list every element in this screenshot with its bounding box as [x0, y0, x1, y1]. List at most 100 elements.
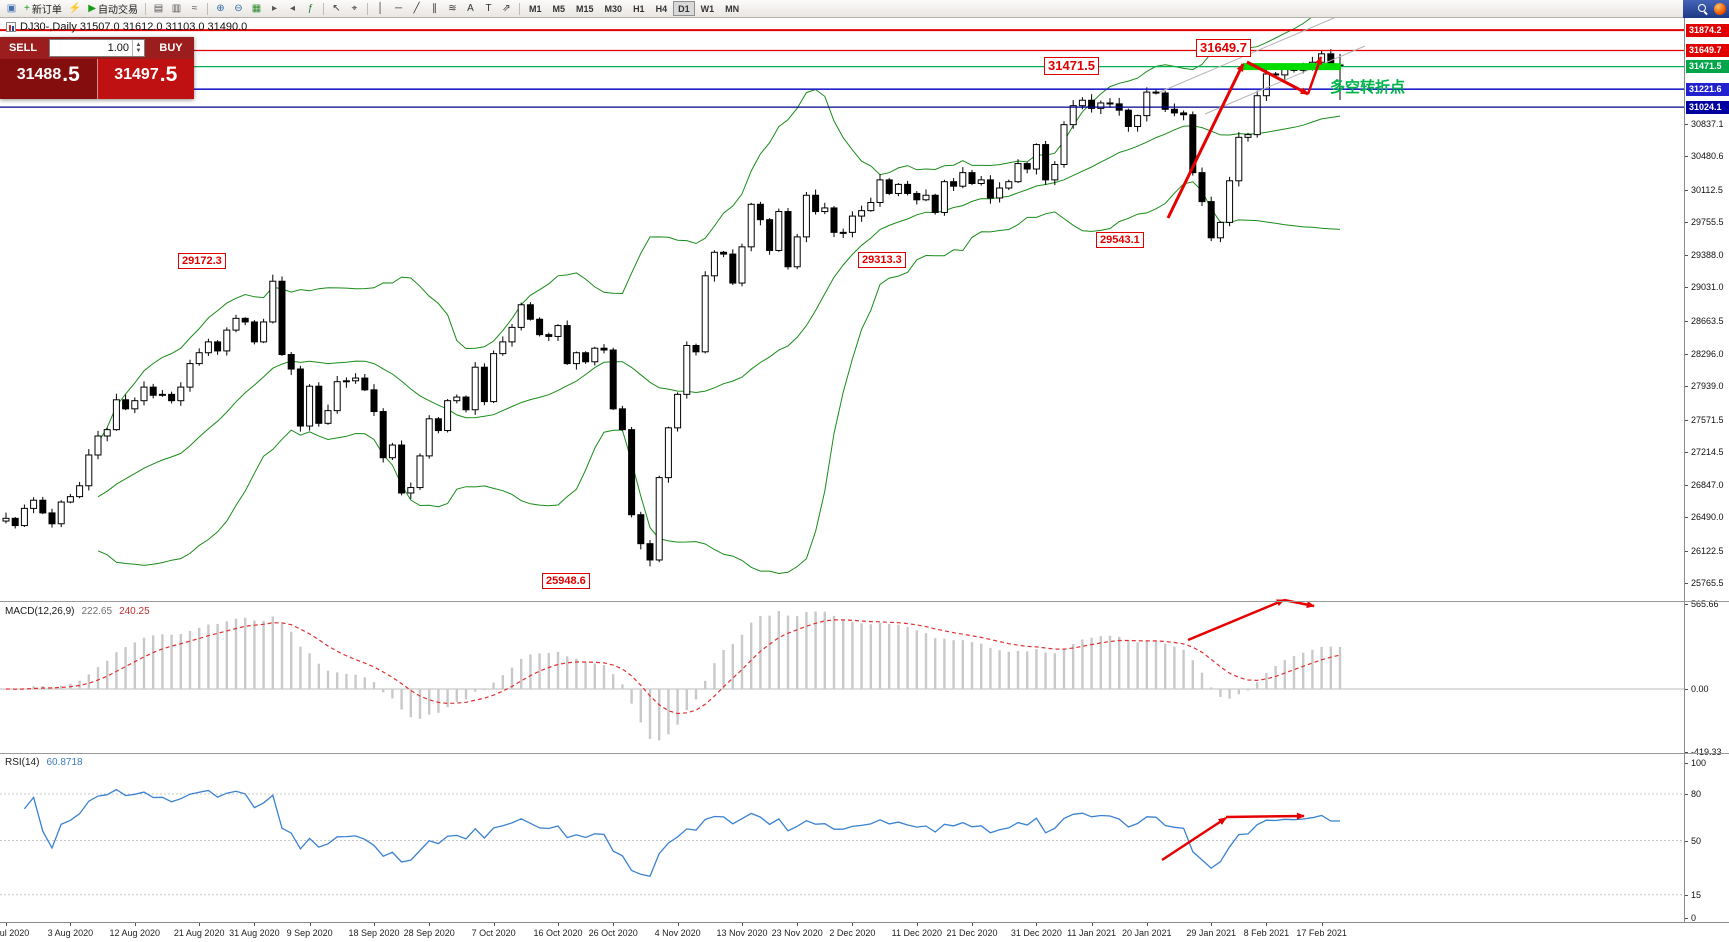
chart-shift-icon[interactable]: ◂ [284, 1, 301, 17]
sell-button[interactable]: SELL [0, 37, 46, 59]
price-annotation-label: 29543.1 [1096, 232, 1144, 249]
bar-chart-icon[interactable]: ▤ [150, 1, 167, 17]
expert-advisors-icon[interactable]: ⚡ [66, 1, 84, 17]
chart-symbol-info: DJ30-,Daily 31507.0 31612.0 31103.0 3149… [6, 21, 247, 33]
timeframe-h1[interactable]: H1 [628, 1, 650, 16]
date-tick-label: 12 Aug 2020 [109, 928, 161, 938]
chart-icon [6, 22, 16, 32]
tile-windows-icon[interactable]: ▦ [248, 1, 265, 17]
axis-tick-mark [1685, 451, 1688, 453]
axis-tick-label: 30480.6 [1691, 151, 1724, 162]
text-icon[interactable]: A [462, 1, 479, 17]
date-tick-mark [309, 923, 311, 926]
text-label-icon[interactable]: T [480, 1, 497, 17]
axis-tick-mark [1685, 583, 1688, 584]
date-tick-label: 17 Feb 2021 [1296, 928, 1347, 938]
toolbar-separator [323, 2, 324, 15]
timeframe-w1[interactable]: W1 [696, 1, 720, 16]
crosshair-icon[interactable]: ⌖ [346, 1, 363, 17]
axis-tick-mark [1685, 255, 1688, 257]
date-tick-label: 26 Oct 2020 [588, 928, 638, 938]
axis-tick-label: 27939.0 [1691, 381, 1724, 392]
buy-price-int: 31497 [114, 66, 159, 83]
lot-spinner[interactable]: ▲ ▼ [132, 40, 144, 56]
axis-tick-label: 15 [1691, 889, 1702, 900]
time-axis[interactable]: 23 Jul 2020 3 Aug 2020 12 Aug 2020 21 Aug 2… [0, 922, 1729, 942]
axis-tick-mark [1685, 320, 1688, 322]
timeframe-h4[interactable]: H4 [651, 1, 673, 16]
cursor-icon: ↖ [332, 2, 341, 14]
horizontal-line-icon[interactable]: ─ [390, 1, 407, 17]
date-tick-mark [1321, 923, 1323, 926]
timeframe-d1[interactable]: D1 [673, 1, 695, 16]
date-tick-label: 9 Sep 2020 [286, 928, 333, 938]
axis-tick-mark [1685, 688, 1688, 690]
equidistant-channel-icon: ∥ [432, 2, 437, 14]
equidistant-channel-icon[interactable]: ∥ [426, 1, 443, 17]
axis-tick-label: 50 [1691, 835, 1702, 846]
timeframe-m5[interactable]: M5 [548, 1, 571, 16]
toolbar-separator [145, 2, 146, 15]
search-icon[interactable] [1697, 3, 1709, 15]
date-tick-label: 31 Dec 2020 [1010, 928, 1062, 938]
date-tick-label: 20 Jan 2021 [1122, 928, 1172, 938]
axis-tick-mark [1685, 604, 1688, 605]
chart-shift-icon: ◂ [289, 2, 296, 14]
trendline-icon[interactable]: ╱ [408, 1, 425, 17]
fibonacci-icon[interactable]: ≋ [444, 1, 461, 17]
rsi-indicator [0, 788, 1684, 896]
rsi-indicator-label: RSI(14) 60.8718 [5, 757, 83, 768]
lot-size-field[interactable]: 1.00 ▲ ▼ [49, 39, 145, 57]
axis-tick-mark [1685, 221, 1688, 223]
sell-price-frac: .5 [62, 63, 80, 86]
rsi-panel-separator [0, 753, 1729, 754]
timeframe-mn[interactable]: MN [720, 1, 744, 16]
date-tick-label: 7 Oct 2020 [471, 928, 516, 938]
chart-window-icon[interactable]: ▣ [3, 1, 20, 17]
annotation-arrows [1161, 56, 1323, 862]
autotrade-button[interactable]: ▶ 自动交易 [85, 1, 141, 17]
price-chart-canvas[interactable] [0, 0, 1684, 942]
axis-tick-mark [1685, 156, 1688, 158]
buy-price[interactable]: 31497 .5 [96, 59, 194, 99]
timeframe-m1[interactable]: M1 [524, 1, 547, 16]
notification-icon[interactable] [1714, 3, 1726, 15]
date-tick-mark [613, 923, 615, 926]
new-order-button[interactable]: + 新订单 [21, 1, 65, 17]
timeframe-m15[interactable]: M15 [571, 1, 599, 16]
axis-tick-mark [1685, 840, 1688, 842]
zoom-in-icon[interactable]: ⊕ [212, 1, 229, 17]
expert-advisors-icon: ⚡ [68, 2, 82, 14]
date-tick-label: 23 Jul 2020 [0, 928, 30, 938]
axis-tick-mark [1685, 353, 1688, 355]
candlestick-chart-icon[interactable]: ▥ [168, 1, 185, 17]
date-tick-label: 31 Aug 2020 [229, 928, 280, 938]
sell-price[interactable]: 31488 .5 [0, 59, 97, 99]
autotrade-icon: ▶ [88, 2, 96, 14]
text-label-icon: T [485, 2, 492, 14]
macd-panel-separator [0, 601, 1729, 602]
indicators-icon[interactable]: ƒ [302, 1, 319, 17]
arrows-tool-icon[interactable]: ⇗ [498, 1, 515, 17]
zoom-out-icon[interactable]: ⊖ [230, 1, 247, 17]
axis-tick-label: 30112.5 [1691, 184, 1723, 195]
buy-button[interactable]: BUY [148, 37, 194, 59]
rsi-current-value: 60.8718 [46, 757, 83, 768]
sell-price-int: 31488 [16, 66, 62, 83]
axis-tick-mark [1685, 189, 1688, 191]
date-tick-label: 23 Nov 2020 [771, 928, 823, 938]
cursor-icon[interactable]: ↖ [328, 1, 345, 17]
symbol-ohlc-text: DJ30-,Daily 31507.0 31612.0 31103.0 3149… [20, 21, 248, 33]
axis-tick-mark [1685, 794, 1688, 795]
auto-scroll-icon[interactable]: ▸ [266, 1, 283, 17]
price-axis-tag: 31221.6 [1686, 82, 1729, 96]
date-tick-mark [374, 923, 375, 926]
vertical-line-icon[interactable]: │ [372, 1, 389, 17]
turning-point-annotation: 多空转折点 [1330, 78, 1406, 96]
line-chart-icon[interactable]: ≈ [186, 1, 203, 17]
timeframe-m30[interactable]: M30 [600, 1, 628, 16]
price-axis[interactable]: 30837.1 30480.6 30112.5 29755.5 29388.0 29031… [1684, 18, 1729, 942]
zoom-in-icon: ⊕ [216, 2, 225, 14]
buy-price-frac: .5 [159, 63, 178, 86]
